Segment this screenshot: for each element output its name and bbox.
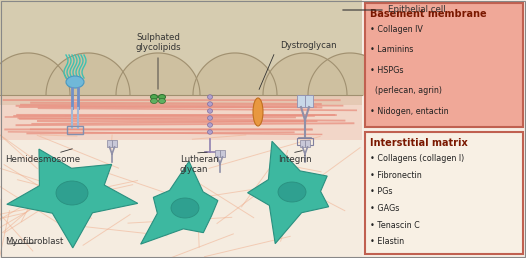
Bar	[297, 95, 305, 107]
Ellipse shape	[207, 95, 213, 99]
FancyBboxPatch shape	[365, 132, 523, 254]
Bar	[215, 150, 220, 157]
Bar	[297, 138, 313, 145]
Text: • Collagens (collagen I): • Collagens (collagen I)	[370, 154, 464, 163]
Bar	[112, 140, 117, 147]
Text: Basement membrane: Basement membrane	[370, 9, 487, 19]
Text: Myofibroblast: Myofibroblast	[5, 237, 63, 246]
Ellipse shape	[253, 98, 263, 126]
Ellipse shape	[171, 198, 199, 218]
Bar	[220, 150, 225, 157]
Ellipse shape	[207, 130, 213, 134]
Bar	[305, 95, 313, 107]
Bar	[0, 0, 362, 105]
Polygon shape	[248, 141, 329, 244]
Ellipse shape	[158, 99, 166, 103]
Polygon shape	[308, 53, 392, 95]
FancyBboxPatch shape	[365, 3, 523, 127]
Text: • HSPGs: • HSPGs	[370, 66, 403, 75]
Text: Sulphated
glycolipids: Sulphated glycolipids	[135, 33, 181, 52]
Text: Epithelial cell: Epithelial cell	[388, 5, 446, 14]
Ellipse shape	[207, 102, 213, 106]
Text: • Collagen IV: • Collagen IV	[370, 25, 423, 34]
Polygon shape	[263, 53, 347, 95]
Text: • GAGs: • GAGs	[370, 204, 399, 213]
Bar	[300, 140, 305, 147]
Text: • Laminins: • Laminins	[370, 45, 413, 54]
Polygon shape	[116, 53, 200, 95]
Bar	[67, 126, 83, 134]
Bar	[0, 90, 362, 140]
Polygon shape	[193, 53, 277, 95]
Ellipse shape	[158, 94, 166, 100]
Ellipse shape	[278, 182, 306, 202]
Ellipse shape	[207, 116, 213, 120]
Text: Dystroglycan: Dystroglycan	[280, 41, 337, 50]
Text: Interstitial matrix: Interstitial matrix	[370, 138, 468, 148]
Ellipse shape	[207, 109, 213, 113]
Text: • Tenascin C: • Tenascin C	[370, 221, 420, 230]
Text: Integrin: Integrin	[278, 155, 311, 164]
Polygon shape	[140, 162, 218, 244]
Ellipse shape	[207, 123, 213, 127]
Bar	[305, 140, 310, 147]
Text: Hemidesmosome: Hemidesmosome	[5, 155, 80, 164]
Polygon shape	[7, 149, 138, 248]
Text: • Nidogen, entactin: • Nidogen, entactin	[370, 107, 449, 116]
Text: • PGs: • PGs	[370, 187, 392, 196]
Polygon shape	[46, 53, 130, 95]
Ellipse shape	[150, 99, 157, 103]
Polygon shape	[0, 53, 70, 95]
Text: • Fibronectin: • Fibronectin	[370, 171, 422, 180]
Text: Lutheran
glycan: Lutheran glycan	[180, 155, 219, 174]
Ellipse shape	[56, 181, 88, 205]
Ellipse shape	[66, 76, 84, 88]
Text: (perlecan, agrin): (perlecan, agrin)	[370, 86, 442, 95]
Text: • Elastin: • Elastin	[370, 237, 404, 246]
Ellipse shape	[150, 94, 157, 100]
Bar	[0, 0, 362, 258]
Bar	[107, 140, 112, 147]
